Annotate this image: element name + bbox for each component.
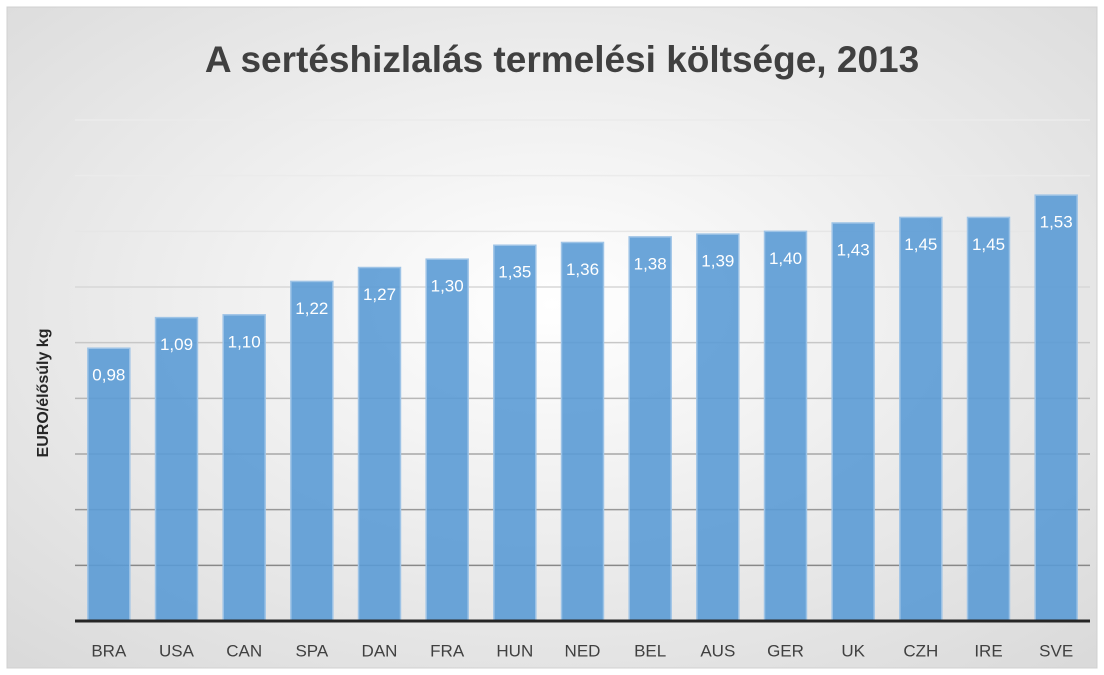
- data-label: 1,45: [904, 235, 937, 254]
- bar: [87, 347, 131, 622]
- bar: [831, 222, 875, 622]
- data-label: 1,39: [701, 252, 734, 271]
- x-tick-label: SVE: [1039, 641, 1073, 660]
- data-label: 1,36: [566, 260, 599, 279]
- x-tick-label: FRA: [430, 641, 465, 660]
- x-tick-label: NED: [565, 641, 601, 660]
- chart-title: A sertéshizlalás termelési költsége, 201…: [205, 39, 919, 80]
- data-label: 1,40: [769, 249, 802, 268]
- x-tick-label: BEL: [634, 641, 666, 660]
- bar: [290, 280, 334, 622]
- x-tick-label: GER: [767, 641, 804, 660]
- x-tick-label: BRA: [91, 641, 127, 660]
- bar: [628, 236, 672, 622]
- x-tick-label: IRE: [974, 641, 1002, 660]
- x-tick-label: CAN: [226, 641, 262, 660]
- data-label: 1,27: [363, 285, 396, 304]
- bar: [696, 233, 740, 622]
- bar: [966, 216, 1011, 622]
- bar: [763, 230, 808, 622]
- bar: [899, 216, 943, 622]
- data-label: 1,38: [634, 254, 667, 273]
- data-label: 1,43: [837, 240, 870, 259]
- x-tick-label: DAN: [362, 641, 398, 660]
- x-tick-label: AUS: [700, 641, 735, 660]
- bar: [1034, 194, 1078, 622]
- data-label: 1,45: [972, 235, 1005, 254]
- data-label: 1,09: [160, 335, 193, 354]
- bar: [154, 316, 199, 622]
- x-tick-label: USA: [159, 641, 195, 660]
- data-label: 1,22: [295, 299, 328, 318]
- data-label: 1,10: [228, 332, 261, 351]
- bar: [357, 266, 402, 622]
- data-label: 1,30: [431, 277, 464, 296]
- bar: [425, 258, 469, 622]
- bar: [493, 244, 537, 622]
- bar: [222, 314, 266, 622]
- data-label: 1,53: [1040, 213, 1073, 232]
- bar: [560, 241, 605, 622]
- data-label: 0,98: [92, 366, 125, 385]
- x-tick-label: SPA: [295, 641, 328, 660]
- y-axis-label: EURO/élősúly kg: [35, 329, 52, 458]
- data-label: 1,35: [498, 263, 531, 282]
- x-tick-label: HUN: [496, 641, 533, 660]
- x-tick-label: UK: [841, 641, 865, 660]
- x-tick-label: CZH: [903, 641, 938, 660]
